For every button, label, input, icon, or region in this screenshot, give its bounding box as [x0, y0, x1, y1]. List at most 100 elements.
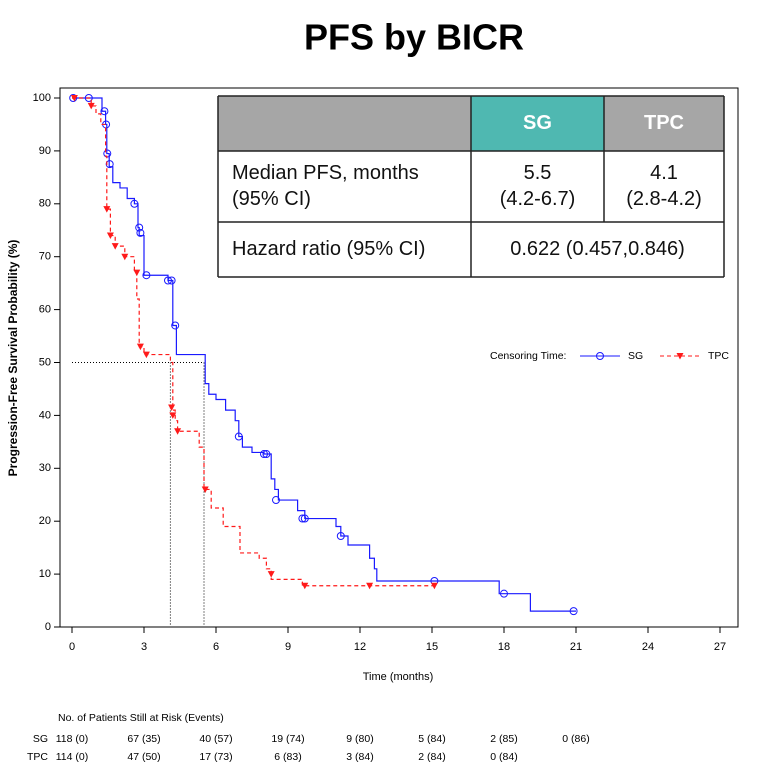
- risk-table-title: No. of Patients Still at Risk (Events): [58, 712, 224, 724]
- censor-marker: [103, 206, 111, 213]
- censor-marker: [135, 223, 144, 232]
- table-corner: [218, 96, 471, 151]
- censor-marker: [121, 253, 129, 261]
- x-tick-label: 3: [141, 641, 147, 653]
- censor-marker: [169, 412, 177, 419]
- risk-value: 114 (0): [56, 751, 89, 763]
- y-axis-label: Progression-Free Survival Probability (%…: [6, 240, 20, 477]
- legend-label: SG: [628, 350, 643, 362]
- table-text: Median PFS, months: [232, 162, 419, 184]
- x-tick-label: 18: [498, 641, 510, 653]
- y-tick-label: 20: [39, 515, 51, 527]
- table-text: 0.622 (0.457,0.846): [510, 238, 685, 260]
- table-header-cell: [471, 96, 604, 151]
- legend-marker: [676, 353, 684, 360]
- risk-value: 5 (84): [418, 733, 445, 745]
- risk-value: 2 (84): [418, 751, 445, 763]
- x-axis-label: Time (months): [363, 671, 434, 683]
- x-tick-label: 21: [570, 641, 582, 653]
- censor-marker: [105, 160, 114, 169]
- risk-value: 19 (74): [271, 733, 304, 745]
- risk-row-label: TPC: [27, 751, 48, 763]
- risk-value: 9 (80): [346, 733, 373, 745]
- y-tick-label: 80: [39, 198, 51, 210]
- censor-marker: [174, 428, 182, 435]
- censor-marker: [569, 607, 578, 616]
- censor-marker: [69, 94, 78, 102]
- censor-marker: [272, 496, 280, 505]
- y-tick-label: 70: [39, 251, 51, 263]
- censor-marker: [298, 514, 307, 523]
- x-tick-label: 27: [714, 641, 726, 653]
- x-tick-label: 9: [285, 641, 291, 653]
- censor-marker: [130, 199, 139, 208]
- y-tick-label: 10: [39, 568, 51, 580]
- x-tick-label: 15: [426, 641, 438, 653]
- censor-marker: [500, 589, 508, 598]
- table-header: SG: [523, 112, 552, 134]
- censor-marker: [142, 351, 150, 359]
- legend-label: TPC: [708, 350, 729, 362]
- censor-marker: [111, 243, 119, 250]
- censor-marker: [133, 269, 141, 277]
- risk-value: 0 (86): [562, 733, 589, 745]
- risk-value: 40 (57): [199, 733, 232, 745]
- y-tick-label: 50: [39, 356, 51, 368]
- censor-marker: [301, 582, 309, 590]
- censor-marker: [106, 232, 114, 240]
- censor-marker: [87, 102, 95, 110]
- table-text: Hazard ratio (95% CI): [232, 238, 425, 260]
- y-tick-label: 30: [39, 462, 51, 474]
- censor-marker: [430, 582, 438, 590]
- censor-marker: [84, 94, 93, 102]
- chart-title: PFS by BICR: [304, 17, 524, 58]
- censor-marker: [136, 343, 144, 351]
- survival-curve: [72, 97, 576, 612]
- censor-marker: [168, 404, 176, 411]
- risk-value: 0 (84): [490, 751, 517, 763]
- risk-value: 47 (50): [127, 751, 160, 763]
- censor-marker: [336, 532, 345, 541]
- y-tick-label: 60: [39, 304, 51, 316]
- risk-value: 3 (84): [346, 751, 373, 763]
- censor-marker: [164, 276, 172, 285]
- y-tick-label: 100: [33, 92, 51, 104]
- x-tick-label: 6: [213, 641, 219, 653]
- table-header: TPC: [644, 112, 684, 134]
- risk-value: 6 (83): [274, 751, 301, 763]
- censor-marker: [167, 276, 176, 285]
- table-text: 5.5: [524, 162, 552, 184]
- survival-curve: [72, 97, 437, 587]
- y-tick-label: 90: [39, 145, 51, 157]
- risk-value: 118 (0): [56, 733, 89, 745]
- censor-marker: [201, 486, 209, 493]
- censor-marker: [136, 228, 145, 237]
- censor-marker: [171, 321, 180, 330]
- legend-marker: [596, 352, 604, 360]
- plot-frame: [59, 87, 739, 628]
- risk-row-label: SG: [33, 733, 48, 745]
- risk-value: 17 (73): [199, 751, 232, 763]
- y-tick-label: 40: [39, 409, 51, 421]
- y-tick-label: 0: [45, 621, 51, 633]
- x-tick-label: 24: [642, 641, 654, 653]
- risk-value: 67 (35): [127, 733, 160, 745]
- table-text: (2.8-4.2): [626, 188, 702, 210]
- censor-marker: [267, 571, 275, 578]
- table-header-cell: [604, 96, 724, 151]
- censor-marker: [300, 514, 309, 523]
- censor-marker: [262, 450, 271, 459]
- censor-marker: [260, 450, 268, 459]
- legend-title: Censoring Time:: [490, 350, 566, 362]
- table-text: (95% CI): [232, 188, 311, 210]
- x-tick-label: 0: [69, 641, 75, 653]
- table-text: (4.2-6.7): [500, 188, 576, 210]
- censor-marker: [100, 107, 109, 116]
- censor-marker: [234, 432, 243, 441]
- table-text: 4.1: [650, 162, 678, 184]
- x-tick-label: 12: [354, 641, 366, 653]
- risk-value: 2 (85): [490, 733, 517, 745]
- censor-marker: [70, 95, 78, 102]
- censor-marker: [366, 582, 374, 590]
